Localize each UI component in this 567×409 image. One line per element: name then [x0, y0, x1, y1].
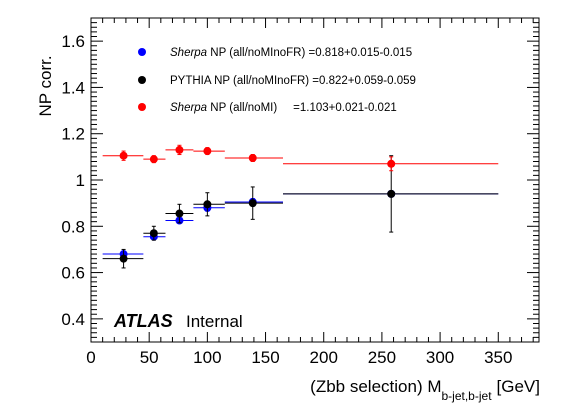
x-axis-title: (Zbb selection) Mb-jet,b-jet [GeV] [310, 377, 540, 403]
data-point [203, 200, 212, 209]
data-point [119, 151, 128, 160]
y-tick-label: 1 [76, 171, 85, 190]
x-tick-label: 300 [426, 348, 454, 367]
legend-entry-rest: NP (all/noMI) =1.103+0.021-0.021 [207, 102, 397, 114]
data-point [149, 155, 158, 164]
x-tick-label: 350 [484, 348, 512, 367]
x-tick-label: 100 [193, 348, 221, 367]
x-tick-label: 0 [86, 348, 95, 367]
y-tick-label: 0.4 [61, 310, 85, 329]
data-point [387, 189, 396, 198]
y-tick-label: 1.6 [61, 32, 85, 51]
y-tick-label: 0.8 [61, 217, 85, 236]
legend-entry-rest: PYTHIA NP (all/noMInoFR) =0.822+0.059-0.… [170, 75, 416, 87]
data-point [248, 154, 257, 163]
x-axis-title-unit: [GeV] [497, 377, 540, 396]
legend-entry-italic: Sherpa [170, 102, 207, 114]
atlas-sublabel: Internal [186, 312, 243, 331]
legend-marker [138, 48, 146, 56]
legend-entry-italic: Sherpa [170, 47, 207, 59]
x-tick-label: 250 [368, 348, 396, 367]
data-point [175, 209, 184, 218]
data-point [149, 229, 158, 238]
series-1 [102, 155, 499, 269]
x-tick-label: 200 [310, 348, 338, 367]
y-tick-label: 1.4 [61, 78, 85, 97]
data-point [387, 159, 396, 168]
plot-frame [90, 17, 540, 343]
data-point [248, 199, 257, 208]
legend-entry: Sherpa NP (all/noMI) =1.103+0.021-0.021 [170, 102, 397, 114]
y-tick-label: 0.6 [61, 264, 85, 283]
legend-entry: PYTHIA NP (all/noMInoFR) =0.822+0.059-0.… [170, 75, 416, 87]
data-point [119, 254, 128, 263]
series-2 [102, 144, 499, 172]
legend: Sherpa NP (all/noMInoFR) =0.818+0.015-0.… [138, 47, 416, 114]
legend-entry: Sherpa NP (all/noMInoFR) =0.818+0.015-0.… [170, 47, 412, 59]
y-axis: 0.4 0.6 0.8 1 1.2 1.4 1.6 [61, 17, 539, 343]
x-axis: 0 50 100 150 200 250 300 350 [86, 18, 534, 367]
atlas-label: ATLAS [113, 311, 173, 331]
x-tick-label: 50 [140, 348, 159, 367]
y-axis-title: NP corr. [36, 55, 55, 116]
y-tick-label: 1.2 [61, 125, 85, 144]
x-axis-title-sub: b-jet,b-jet [442, 389, 493, 403]
legend-entry-rest: NP (all/noMInoFR) =0.818+0.015-0.015 [207, 47, 412, 59]
x-tick-label: 150 [251, 348, 279, 367]
series-0 [102, 189, 499, 259]
data-series [102, 144, 499, 269]
data-point [175, 145, 184, 154]
legend-marker [138, 76, 146, 84]
data-point [203, 147, 212, 156]
legend-marker [138, 103, 146, 111]
x-axis-title-main: (Zbb selection) M [310, 377, 441, 396]
